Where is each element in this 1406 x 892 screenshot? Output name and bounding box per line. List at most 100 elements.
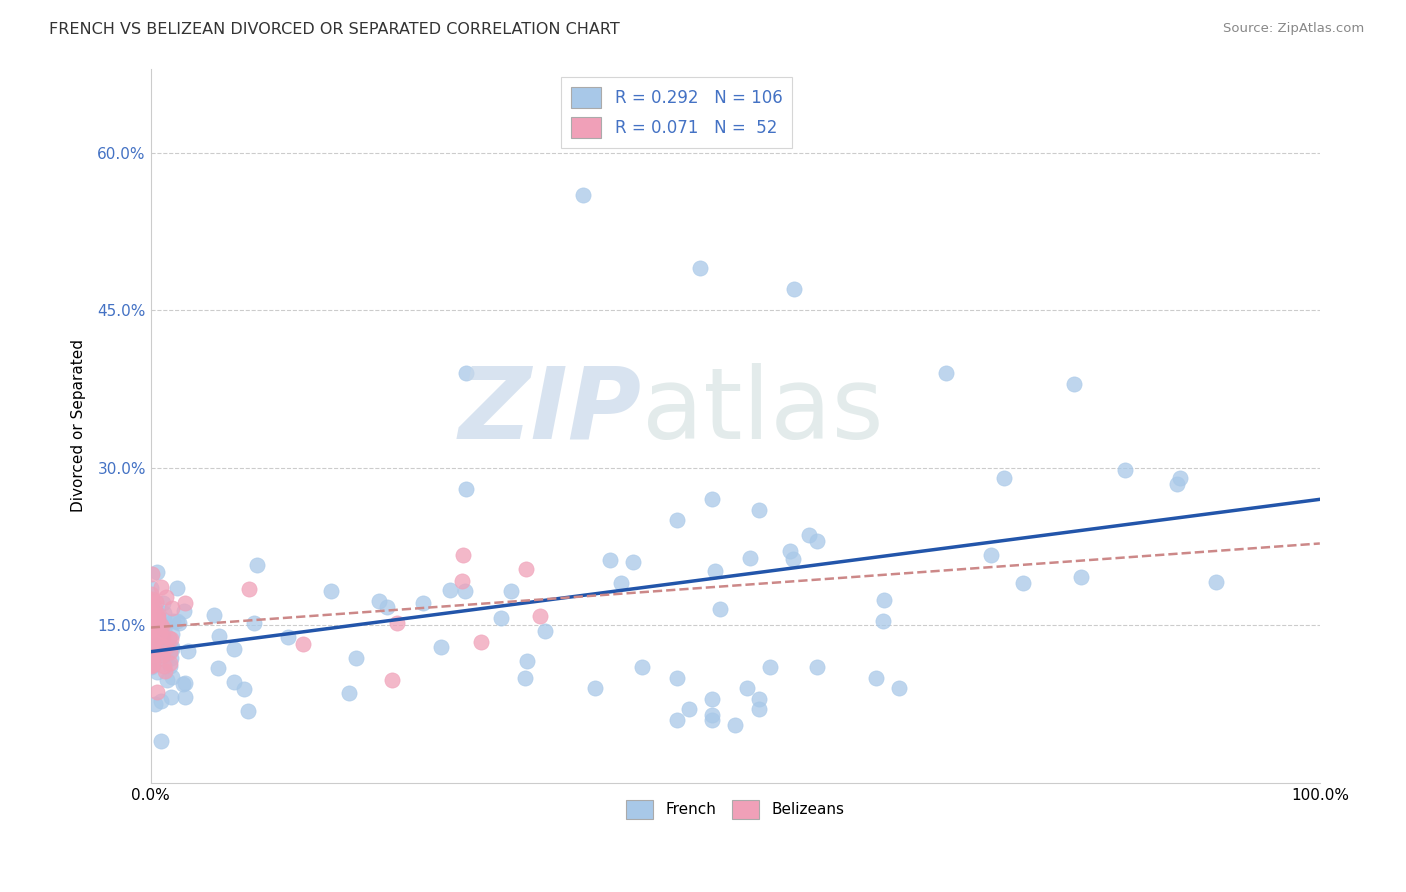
Point	[375, 600, 398, 615]
Text: ZIP: ZIP	[458, 363, 641, 460]
Point	[153, 623, 176, 637]
Point	[1205, 574, 1227, 589]
Point	[141, 641, 163, 656]
Point	[160, 632, 183, 647]
Point	[873, 593, 896, 607]
Point	[149, 734, 172, 748]
Point	[993, 471, 1015, 485]
Point	[152, 648, 174, 662]
Point	[779, 544, 801, 558]
Point	[155, 590, 177, 604]
Point	[153, 653, 176, 667]
Point	[141, 639, 163, 653]
Point	[153, 613, 176, 627]
Point	[450, 574, 472, 588]
Point	[148, 645, 170, 659]
Point	[159, 659, 181, 673]
Point	[153, 606, 176, 620]
Point	[174, 690, 197, 704]
Point	[208, 629, 231, 643]
Point	[150, 620, 173, 634]
Point	[141, 587, 163, 601]
Point	[630, 660, 652, 674]
Point	[141, 607, 163, 622]
Point	[160, 640, 183, 654]
Point	[174, 676, 197, 690]
Point	[1011, 575, 1033, 590]
Point	[146, 608, 169, 623]
Point	[139, 581, 162, 595]
Point	[146, 665, 169, 679]
Point	[1070, 570, 1092, 584]
Point	[145, 638, 167, 652]
Point	[141, 660, 163, 674]
Point	[236, 704, 259, 718]
Text: Source: ZipAtlas.com: Source: ZipAtlas.com	[1223, 22, 1364, 36]
Point	[160, 650, 183, 665]
Point	[665, 513, 688, 527]
Point	[160, 690, 183, 704]
Point	[207, 660, 229, 674]
Point	[143, 697, 166, 711]
Point	[321, 584, 343, 599]
Point	[1063, 376, 1085, 391]
Point	[610, 575, 633, 590]
Point	[142, 636, 165, 650]
Point	[162, 614, 184, 628]
Point	[599, 553, 621, 567]
Point	[740, 551, 762, 566]
Point	[533, 624, 555, 638]
Point	[368, 594, 391, 608]
Point	[748, 692, 770, 706]
Y-axis label: Divorced or Separated: Divorced or Separated	[72, 339, 86, 512]
Point	[678, 702, 700, 716]
Point	[146, 630, 169, 644]
Point	[515, 655, 537, 669]
Point	[872, 614, 894, 628]
Point	[759, 660, 782, 674]
Point	[142, 645, 165, 659]
Point	[583, 681, 606, 696]
Point	[149, 624, 172, 639]
Point	[150, 641, 173, 656]
Point	[141, 629, 163, 643]
Point	[162, 670, 184, 684]
Point	[1168, 471, 1191, 485]
Point	[139, 620, 162, 634]
Point	[489, 611, 512, 625]
Point	[499, 584, 522, 599]
Point	[277, 630, 299, 644]
Point	[141, 591, 163, 606]
Point	[665, 671, 688, 685]
Point	[700, 692, 723, 706]
Point	[783, 282, 806, 296]
Point	[142, 651, 165, 665]
Point	[456, 482, 478, 496]
Point	[887, 681, 910, 696]
Point	[529, 609, 551, 624]
Point	[148, 607, 170, 622]
Point	[515, 562, 537, 576]
Point	[145, 620, 167, 634]
Point	[748, 503, 770, 517]
Point	[1114, 463, 1136, 477]
Point	[160, 601, 183, 615]
Point	[157, 631, 180, 645]
Point	[1166, 477, 1188, 491]
Legend: French, Belizeans: French, Belizeans	[620, 794, 851, 825]
Point	[139, 627, 162, 641]
Point	[735, 681, 758, 696]
Point	[160, 627, 183, 641]
Point	[142, 648, 165, 662]
Point	[513, 671, 536, 685]
Point	[238, 582, 260, 596]
Point	[470, 635, 492, 649]
Point	[222, 641, 245, 656]
Text: atlas: atlas	[641, 363, 883, 460]
Point	[142, 657, 165, 672]
Point	[155, 673, 177, 688]
Point	[141, 567, 163, 582]
Point	[145, 614, 167, 628]
Point	[429, 640, 451, 655]
Point	[173, 604, 195, 618]
